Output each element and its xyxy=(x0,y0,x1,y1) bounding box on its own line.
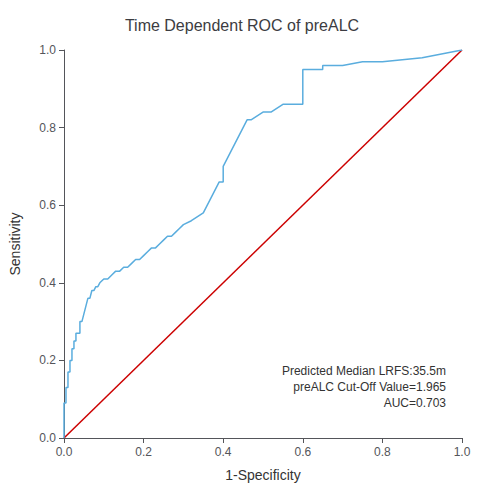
svg-text:0.0: 0.0 xyxy=(56,445,73,459)
svg-text:1-Specificity: 1-Specificity xyxy=(225,467,300,483)
svg-text:0.4: 0.4 xyxy=(39,276,56,290)
svg-text:Predicted Median LRFS:35.5m: Predicted Median LRFS:35.5m xyxy=(282,364,446,378)
svg-text:0.6: 0.6 xyxy=(294,445,311,459)
svg-text:0.0: 0.0 xyxy=(39,431,56,445)
svg-text:0.2: 0.2 xyxy=(39,353,56,367)
svg-text:1.0: 1.0 xyxy=(39,43,56,57)
svg-text:AUC=0.703: AUC=0.703 xyxy=(384,396,447,410)
svg-text:1.0: 1.0 xyxy=(454,445,471,459)
svg-text:preALC Cut-Off Value=1.965: preALC Cut-Off Value=1.965 xyxy=(293,380,446,394)
svg-text:0.8: 0.8 xyxy=(374,445,391,459)
svg-text:0.4: 0.4 xyxy=(215,445,232,459)
svg-text:0.2: 0.2 xyxy=(135,445,152,459)
svg-text:0.8: 0.8 xyxy=(39,121,56,135)
svg-text:0.6: 0.6 xyxy=(39,198,56,212)
svg-text:Sensitivity: Sensitivity xyxy=(7,212,23,275)
svg-text:Time Dependent ROC of preALC: Time Dependent ROC of preALC xyxy=(125,17,359,34)
